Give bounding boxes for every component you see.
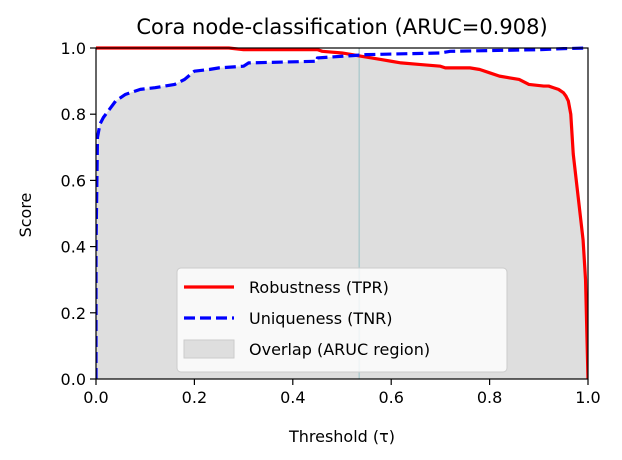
plot-frame <box>95 47 589 380</box>
series-robustness-line <box>96 46 588 380</box>
x-tick-label: 1.0 <box>575 388 600 407</box>
y-axis-label: Score <box>16 193 35 238</box>
y-tick-label: 0.8 <box>61 105 86 124</box>
y-tick-label: 0.4 <box>61 238 86 257</box>
legend-label-uniqueness: Uniqueness (TNR) <box>249 309 393 328</box>
legend-label-overlap: Overlap (ARUC region) <box>249 340 430 359</box>
chart-title: Cora node-classification (ARUC=0.908) <box>136 15 547 39</box>
legend: Robustness (TPR) Uniqueness (TNR) Overla… <box>176 267 508 373</box>
series-uniqueness-line <box>96 46 588 379</box>
y-tick-label: 0.2 <box>61 304 86 323</box>
x-axis-label: Threshold (τ) <box>288 427 395 446</box>
y-tick-label: 0.0 <box>61 370 86 389</box>
y-tick-label: 1.0 <box>61 39 86 58</box>
x-tick-label: 0.8 <box>477 388 502 407</box>
legend-label-robustness: Robustness (TPR) <box>249 278 389 297</box>
x-tick-label: 0.6 <box>378 388 403 407</box>
legend-swatch-overlap <box>183 339 235 359</box>
legend-box <box>176 267 508 373</box>
x-tick-label: 0.2 <box>182 388 207 407</box>
y-tick-label: 0.6 <box>61 171 86 190</box>
x-tick-label: 0.4 <box>280 388 305 407</box>
x-tick-label: 0.0 <box>83 388 108 407</box>
